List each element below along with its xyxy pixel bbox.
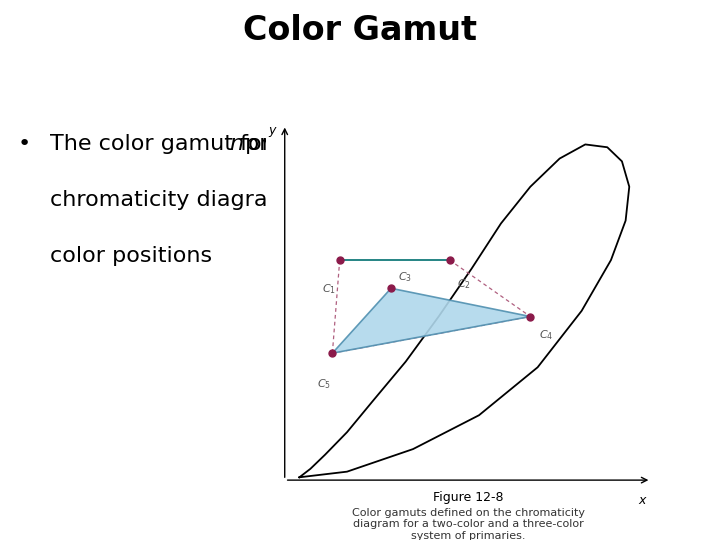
Text: $C_2$: $C_2$ — [457, 277, 471, 291]
Text: $C_3$: $C_3$ — [398, 270, 413, 284]
Text: Color gamuts defined on the chromaticity
diagram for a two-color and a three-col: Color gamuts defined on the chromaticity… — [351, 508, 585, 540]
Text: Color Gamut: Color Gamut — [243, 14, 477, 47]
Polygon shape — [333, 288, 531, 353]
Text: $C_1$: $C_1$ — [322, 282, 336, 296]
Text: •: • — [18, 134, 31, 154]
Text: color positions: color positions — [50, 246, 212, 266]
Text: $y$: $y$ — [268, 125, 277, 139]
Text: The color gamut for: The color gamut for — [50, 134, 279, 154]
Text: primaries in CIE: primaries in CIE — [238, 134, 422, 154]
Text: $C_4$: $C_4$ — [539, 328, 554, 342]
Text: n: n — [229, 134, 243, 154]
Text: $x$: $x$ — [638, 494, 647, 507]
Text: $C_5$: $C_5$ — [317, 377, 330, 390]
Text: Figure 12-8: Figure 12-8 — [433, 491, 503, 504]
Text: chromaticity diagram is the convexhull of the: chromaticity diagram is the convexhull o… — [50, 190, 558, 210]
